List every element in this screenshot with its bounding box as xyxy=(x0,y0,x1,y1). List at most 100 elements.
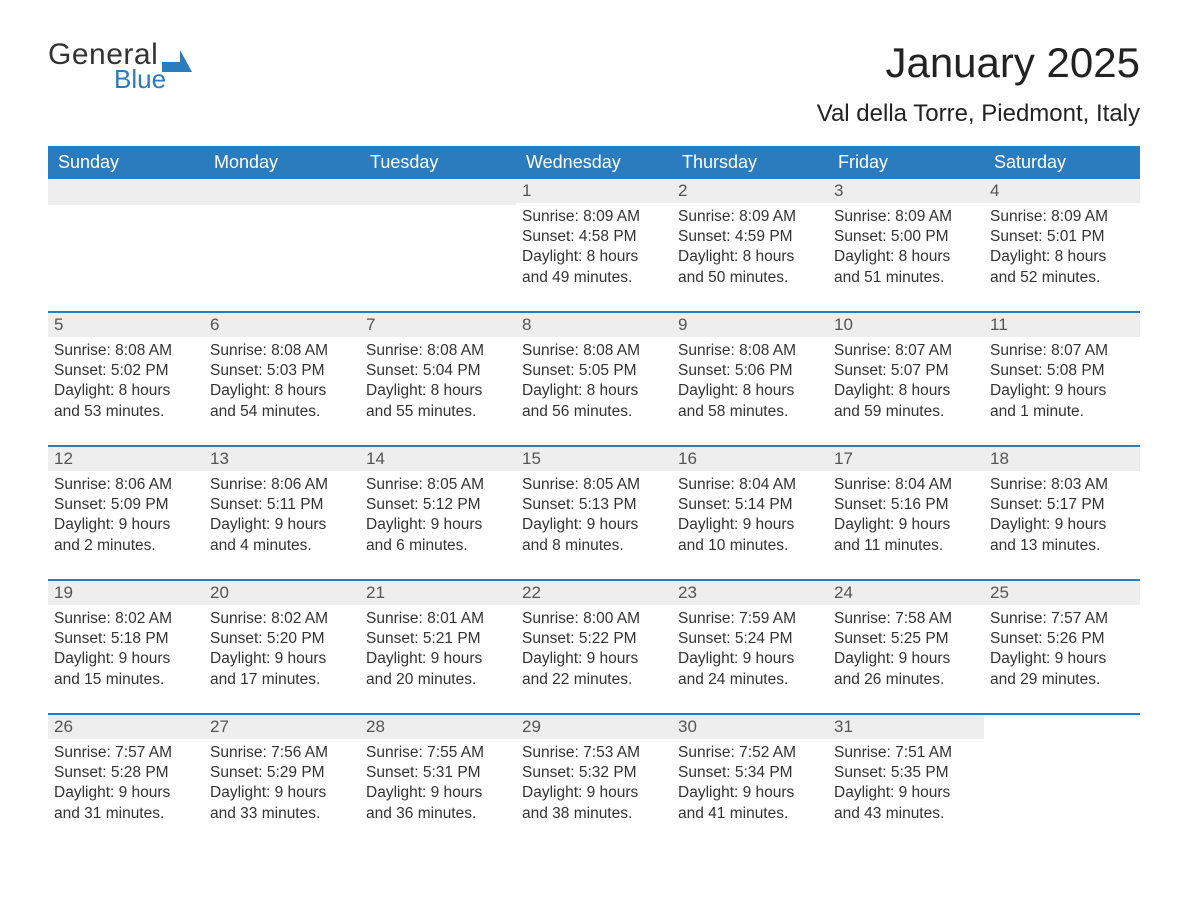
daylight-line1: Daylight: 9 hours xyxy=(678,515,822,535)
calendar-day-cell xyxy=(204,179,360,312)
sunrise-text: Sunrise: 8:02 AM xyxy=(54,609,198,629)
calendar-day-cell: 19Sunrise: 8:02 AMSunset: 5:18 PMDayligh… xyxy=(48,581,204,714)
daylight-line2: and 2 minutes. xyxy=(54,536,198,556)
sunrise-text: Sunrise: 7:57 AM xyxy=(54,743,198,763)
calendar-table: SundayMondayTuesdayWednesdayThursdayFrid… xyxy=(48,146,1140,847)
day-number: 15 xyxy=(516,447,672,471)
brand-mark-icon xyxy=(162,48,192,70)
day-body: Sunrise: 8:08 AMSunset: 5:05 PMDaylight:… xyxy=(516,337,672,430)
day-body: Sunrise: 8:08 AMSunset: 5:02 PMDaylight:… xyxy=(48,337,204,430)
calendar-day-cell: 1Sunrise: 8:09 AMSunset: 4:58 PMDaylight… xyxy=(516,179,672,312)
calendar-day-cell: 6Sunrise: 8:08 AMSunset: 5:03 PMDaylight… xyxy=(204,313,360,446)
sunset-text: Sunset: 5:21 PM xyxy=(366,629,510,649)
sunset-text: Sunset: 5:25 PM xyxy=(834,629,978,649)
sunrise-text: Sunrise: 7:56 AM xyxy=(210,743,354,763)
day-number: 11 xyxy=(984,313,1140,337)
daylight-line2: and 8 minutes. xyxy=(522,536,666,556)
day-number: 12 xyxy=(48,447,204,471)
calendar-day-cell: 26Sunrise: 7:57 AMSunset: 5:28 PMDayligh… xyxy=(48,715,204,847)
day-number: 3 xyxy=(828,179,984,203)
daylight-line1: Daylight: 9 hours xyxy=(54,783,198,803)
calendar-week-row: 5Sunrise: 8:08 AMSunset: 5:02 PMDaylight… xyxy=(48,313,1140,446)
daylight-line1: Daylight: 8 hours xyxy=(210,381,354,401)
calendar-day-cell: 11Sunrise: 8:07 AMSunset: 5:08 PMDayligh… xyxy=(984,313,1140,446)
daylight-line1: Daylight: 8 hours xyxy=(678,381,822,401)
day-body: Sunrise: 7:52 AMSunset: 5:34 PMDaylight:… xyxy=(672,739,828,832)
day-number: 26 xyxy=(48,715,204,739)
calendar-day-cell: 18Sunrise: 8:03 AMSunset: 5:17 PMDayligh… xyxy=(984,447,1140,580)
day-body: Sunrise: 8:03 AMSunset: 5:17 PMDaylight:… xyxy=(984,471,1140,564)
calendar-day-cell xyxy=(984,715,1140,847)
daylight-line2: and 50 minutes. xyxy=(678,268,822,288)
sunset-text: Sunset: 5:02 PM xyxy=(54,361,198,381)
title-block: January 2025 Val della Torre, Piedmont, … xyxy=(817,40,1140,128)
daylight-line2: and 31 minutes. xyxy=(54,804,198,824)
calendar-day-cell: 8Sunrise: 8:08 AMSunset: 5:05 PMDaylight… xyxy=(516,313,672,446)
sunset-text: Sunset: 5:03 PM xyxy=(210,361,354,381)
sunset-text: Sunset: 5:31 PM xyxy=(366,763,510,783)
daylight-line2: and 13 minutes. xyxy=(990,536,1134,556)
day-body: Sunrise: 8:05 AMSunset: 5:13 PMDaylight:… xyxy=(516,471,672,564)
daylight-line2: and 10 minutes. xyxy=(678,536,822,556)
day-body: Sunrise: 7:57 AMSunset: 5:28 PMDaylight:… xyxy=(48,739,204,832)
brand-word1: General xyxy=(48,40,192,70)
sunset-text: Sunset: 4:58 PM xyxy=(522,227,666,247)
calendar-day-cell: 23Sunrise: 7:59 AMSunset: 5:24 PMDayligh… xyxy=(672,581,828,714)
sunset-text: Sunset: 5:00 PM xyxy=(834,227,978,247)
day-number: 24 xyxy=(828,581,984,605)
daylight-line2: and 15 minutes. xyxy=(54,670,198,690)
sunset-text: Sunset: 5:35 PM xyxy=(834,763,978,783)
calendar-day-cell: 24Sunrise: 7:58 AMSunset: 5:25 PMDayligh… xyxy=(828,581,984,714)
daylight-line1: Daylight: 9 hours xyxy=(834,515,978,535)
daylight-line2: and 43 minutes. xyxy=(834,804,978,824)
day-body: Sunrise: 8:02 AMSunset: 5:18 PMDaylight:… xyxy=(48,605,204,698)
calendar-day-cell: 5Sunrise: 8:08 AMSunset: 5:02 PMDaylight… xyxy=(48,313,204,446)
sunset-text: Sunset: 5:06 PM xyxy=(678,361,822,381)
weekday-header: Friday xyxy=(828,146,984,179)
daylight-line1: Daylight: 9 hours xyxy=(54,515,198,535)
day-number: 28 xyxy=(360,715,516,739)
calendar-day-cell: 25Sunrise: 7:57 AMSunset: 5:26 PMDayligh… xyxy=(984,581,1140,714)
sunrise-text: Sunrise: 8:05 AM xyxy=(366,475,510,495)
sunrise-text: Sunrise: 8:08 AM xyxy=(522,341,666,361)
sunset-text: Sunset: 5:05 PM xyxy=(522,361,666,381)
sunset-text: Sunset: 5:24 PM xyxy=(678,629,822,649)
sunrise-text: Sunrise: 7:52 AM xyxy=(678,743,822,763)
calendar-day-cell: 15Sunrise: 8:05 AMSunset: 5:13 PMDayligh… xyxy=(516,447,672,580)
day-body: Sunrise: 8:09 AMSunset: 4:58 PMDaylight:… xyxy=(516,203,672,296)
day-body: Sunrise: 8:04 AMSunset: 5:14 PMDaylight:… xyxy=(672,471,828,564)
page-title: January 2025 xyxy=(817,40,1140,86)
calendar-day-cell: 20Sunrise: 8:02 AMSunset: 5:20 PMDayligh… xyxy=(204,581,360,714)
daylight-line1: Daylight: 9 hours xyxy=(366,515,510,535)
daylight-line1: Daylight: 8 hours xyxy=(522,247,666,267)
calendar-day-cell: 16Sunrise: 8:04 AMSunset: 5:14 PMDayligh… xyxy=(672,447,828,580)
daylight-line2: and 33 minutes. xyxy=(210,804,354,824)
sunrise-text: Sunrise: 8:08 AM xyxy=(678,341,822,361)
sunrise-text: Sunrise: 8:03 AM xyxy=(990,475,1134,495)
daylight-line1: Daylight: 9 hours xyxy=(366,783,510,803)
weekday-header: Monday xyxy=(204,146,360,179)
daylight-line2: and 49 minutes. xyxy=(522,268,666,288)
daylight-line1: Daylight: 9 hours xyxy=(210,649,354,669)
daylight-line1: Daylight: 9 hours xyxy=(54,649,198,669)
day-body: Sunrise: 8:01 AMSunset: 5:21 PMDaylight:… xyxy=(360,605,516,698)
daylight-line1: Daylight: 9 hours xyxy=(834,649,978,669)
daylight-line2: and 29 minutes. xyxy=(990,670,1134,690)
day-number: 30 xyxy=(672,715,828,739)
day-number: 9 xyxy=(672,313,828,337)
calendar-week-row: 19Sunrise: 8:02 AMSunset: 5:18 PMDayligh… xyxy=(48,581,1140,714)
day-body: Sunrise: 7:56 AMSunset: 5:29 PMDaylight:… xyxy=(204,739,360,832)
sunrise-text: Sunrise: 8:07 AM xyxy=(990,341,1134,361)
calendar-week-row: 12Sunrise: 8:06 AMSunset: 5:09 PMDayligh… xyxy=(48,447,1140,580)
sunset-text: Sunset: 5:01 PM xyxy=(990,227,1134,247)
daylight-line2: and 24 minutes. xyxy=(678,670,822,690)
sunrise-text: Sunrise: 8:05 AM xyxy=(522,475,666,495)
daylight-line1: Daylight: 9 hours xyxy=(990,649,1134,669)
sunrise-text: Sunrise: 8:00 AM xyxy=(522,609,666,629)
sunset-text: Sunset: 5:16 PM xyxy=(834,495,978,515)
sunrise-text: Sunrise: 8:06 AM xyxy=(210,475,354,495)
calendar-week-row: 26Sunrise: 7:57 AMSunset: 5:28 PMDayligh… xyxy=(48,715,1140,847)
day-body-empty xyxy=(204,205,360,297)
sunrise-text: Sunrise: 8:08 AM xyxy=(366,341,510,361)
weekday-header: Saturday xyxy=(984,146,1140,179)
